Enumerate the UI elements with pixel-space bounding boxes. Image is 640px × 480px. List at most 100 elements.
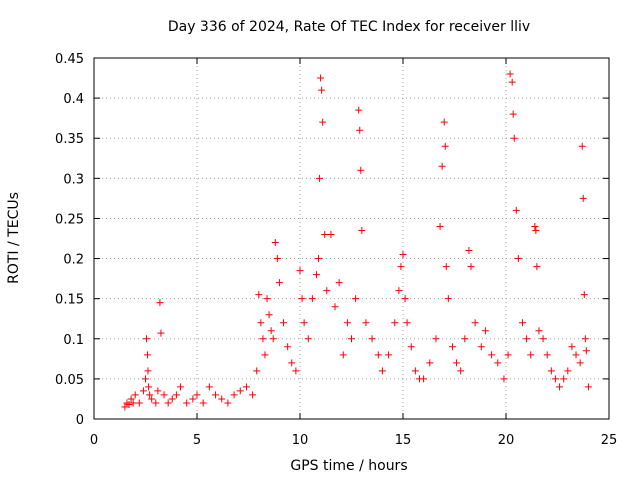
data-point [448,343,456,351]
data-point [280,319,288,327]
data-point [481,327,489,335]
data-point [391,319,399,327]
data-point [471,319,479,327]
x-tick-label: 5 [193,433,201,448]
data-point [224,399,232,407]
y-tick-label: 0.4 [63,92,84,107]
data-point [327,230,335,238]
data-point [267,327,275,335]
data-point [514,255,522,263]
data-point [312,271,320,279]
data-point [339,351,347,359]
data-point [304,335,312,343]
data-point [572,351,580,359]
data-point [442,263,450,271]
data-point [441,142,449,150]
data-point [255,291,263,299]
data-point [438,162,446,170]
data-point [335,279,343,287]
data-point [172,391,180,399]
data-point [368,335,376,343]
data-point [401,295,409,303]
data-point [143,335,151,343]
data-points [121,70,592,411]
data-point [500,375,508,383]
data-point [504,351,512,359]
data-point [523,335,531,343]
data-point [512,206,520,214]
data-point [532,226,540,234]
data-point [440,118,448,126]
data-point [580,291,588,299]
data-point [318,86,326,94]
data-point [269,335,277,343]
y-tick-label: 0.2 [63,253,84,268]
data-point [177,383,185,391]
y-axis-label: ROTI / TECUs [6,192,22,284]
data-point [457,367,465,375]
data-point [508,78,516,86]
data-point [154,387,162,395]
data-point [444,295,452,303]
data-point [308,295,316,303]
data-point [564,367,572,375]
y-tick-label: 0.1 [63,333,84,348]
data-point [556,383,564,391]
data-point [319,118,327,126]
x-tick-label: 15 [395,433,412,448]
data-point [284,343,292,351]
data-point [581,335,589,343]
grid-lines [94,58,609,419]
data-point [518,319,526,327]
data-point [551,375,559,383]
data-point [578,142,586,150]
data-point [135,399,143,407]
data-point [152,399,160,407]
data-point [362,319,370,327]
data-point [579,194,587,202]
data-point [477,343,485,351]
data-point [547,367,555,375]
data-point [273,255,281,263]
data-point [533,263,541,271]
data-point [531,222,539,230]
data-point [298,295,306,303]
data-point [131,391,139,399]
data-point [145,383,153,391]
data-point [125,401,133,409]
data-point [236,387,244,395]
data-point [183,399,191,407]
data-point [144,367,152,375]
data-point [164,399,172,407]
x-tick-label: 10 [292,433,309,448]
data-point [527,351,535,359]
data-point [509,110,517,118]
y-tick-label: 0.3 [63,172,84,187]
data-point [316,174,324,182]
data-point [142,375,149,383]
data-point [568,343,576,351]
data-point [399,251,407,259]
data-point [355,106,363,114]
data-point [378,367,386,375]
data-point [560,375,568,383]
data-point [257,319,265,327]
data-point [242,383,250,391]
data-point [253,367,261,375]
data-point [199,399,207,407]
data-point [157,329,165,337]
data-point [494,359,502,367]
data-point [356,126,364,134]
data-point [321,230,329,238]
data-point [265,311,273,319]
data-point [144,351,152,359]
axis-ticks [93,57,610,420]
data-point [288,359,296,367]
data-point [160,391,168,399]
data-point [584,383,592,391]
data-point [129,399,137,407]
x-tick-label: 20 [498,433,515,448]
data-point [357,166,365,174]
data-point [230,391,238,399]
